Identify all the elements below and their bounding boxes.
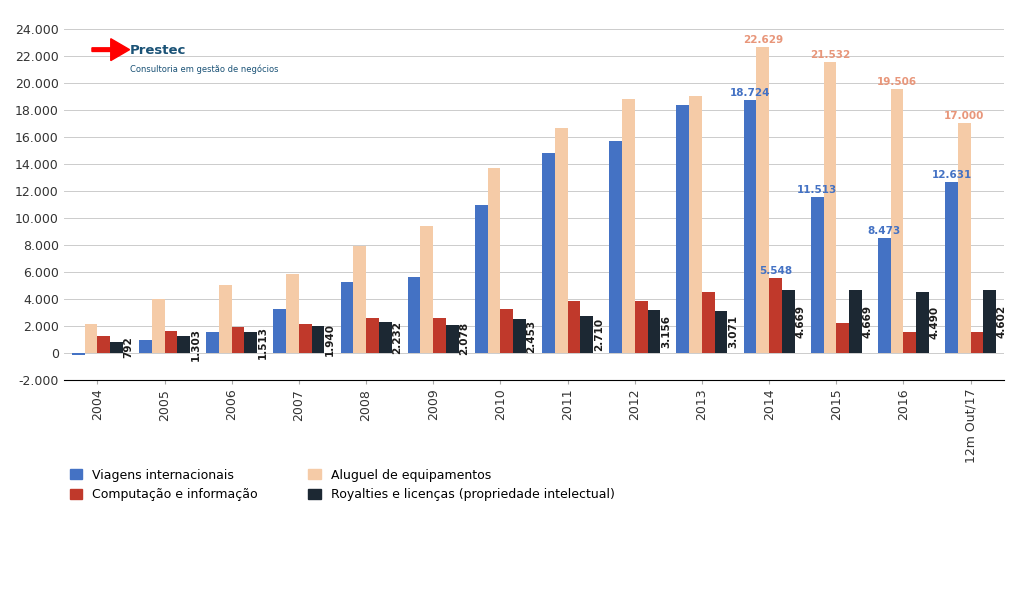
Bar <box>231 327 244 352</box>
Text: 8.473: 8.473 <box>868 226 901 236</box>
Bar <box>379 323 392 352</box>
Bar <box>554 129 568 352</box>
Bar <box>824 62 837 352</box>
Legend: Viagens internacionais, Computação e informação, Aluguel de equipamentos, Royalt: Viagens internacionais, Computação e inf… <box>70 469 615 501</box>
Text: 792: 792 <box>124 336 133 358</box>
Bar <box>568 301 580 352</box>
Bar <box>353 246 366 352</box>
Bar <box>917 292 929 352</box>
Bar <box>782 290 795 352</box>
Text: 4.490: 4.490 <box>930 306 940 339</box>
Bar <box>151 299 165 352</box>
Bar <box>891 89 903 352</box>
Bar <box>622 99 634 352</box>
Bar <box>475 205 488 352</box>
Text: 2.078: 2.078 <box>459 322 470 355</box>
Bar <box>903 333 917 352</box>
Bar <box>312 326 324 352</box>
Bar <box>488 168 500 352</box>
Bar <box>286 274 299 352</box>
Bar <box>580 316 593 352</box>
Text: 1.303: 1.303 <box>190 328 201 361</box>
Text: 4.602: 4.602 <box>996 305 1007 338</box>
Text: Consultoria em gestão de negócios: Consultoria em gestão de negócios <box>130 64 278 74</box>
Bar <box>408 277 420 352</box>
Bar <box>366 317 379 352</box>
Bar <box>514 320 526 352</box>
Bar <box>72 352 85 355</box>
Bar <box>446 325 458 352</box>
Bar <box>971 333 983 352</box>
Text: 3.156: 3.156 <box>661 315 671 348</box>
Text: 18.724: 18.724 <box>729 87 770 98</box>
Bar <box>85 324 97 352</box>
Bar <box>958 123 971 352</box>
Bar <box>878 238 891 352</box>
Bar <box>165 331 177 352</box>
Bar <box>207 333 219 352</box>
Text: 21.532: 21.532 <box>810 50 850 60</box>
Bar <box>690 96 702 352</box>
Bar <box>433 317 446 352</box>
Text: 2.453: 2.453 <box>527 320 537 352</box>
Bar <box>945 182 958 352</box>
Bar <box>702 292 715 352</box>
Polygon shape <box>92 39 130 60</box>
Bar <box>744 100 756 352</box>
Bar <box>341 282 353 352</box>
Bar <box>811 197 824 352</box>
Bar <box>420 225 433 352</box>
Bar <box>634 301 648 352</box>
Bar <box>849 290 861 352</box>
Text: 5.548: 5.548 <box>759 265 792 276</box>
Bar <box>97 336 110 352</box>
Bar <box>139 341 151 352</box>
Bar <box>110 342 123 352</box>
Bar <box>273 309 286 352</box>
Text: 1.513: 1.513 <box>258 326 268 359</box>
Bar <box>299 324 312 352</box>
Bar <box>756 47 769 352</box>
Text: 19.506: 19.506 <box>877 77 918 87</box>
Text: 17.000: 17.000 <box>944 111 984 121</box>
Bar <box>177 336 190 352</box>
Text: Prestec: Prestec <box>130 44 186 57</box>
Text: 4.669: 4.669 <box>862 304 873 338</box>
Text: 3.071: 3.071 <box>728 315 739 349</box>
Bar <box>769 278 782 352</box>
Bar <box>244 333 257 352</box>
Bar <box>219 285 231 352</box>
Text: 1.940: 1.940 <box>325 323 336 356</box>
Bar <box>983 291 996 352</box>
Bar <box>648 310 660 352</box>
Bar <box>676 105 690 352</box>
Bar <box>610 140 622 352</box>
Text: 4.669: 4.669 <box>795 304 805 338</box>
Bar <box>837 323 849 352</box>
Bar <box>542 153 554 352</box>
Bar <box>500 309 514 352</box>
Text: 12.631: 12.631 <box>931 170 972 180</box>
Text: 22.629: 22.629 <box>743 35 783 45</box>
Text: 2.710: 2.710 <box>593 318 604 351</box>
Text: 2.232: 2.232 <box>392 321 402 354</box>
Text: 11.513: 11.513 <box>797 185 837 195</box>
Bar <box>715 311 727 352</box>
